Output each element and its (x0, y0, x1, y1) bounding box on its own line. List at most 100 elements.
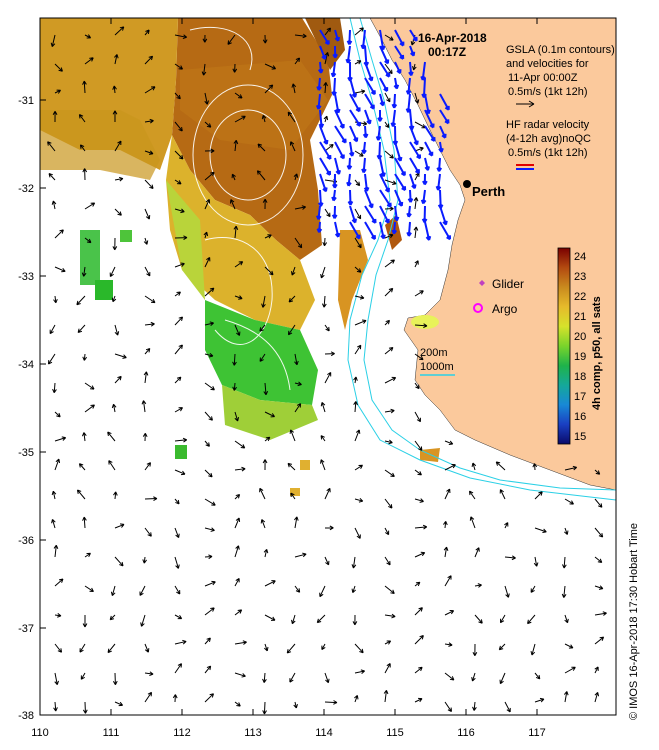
gsla-arrow (352, 614, 358, 626)
gsla-arrow (54, 63, 63, 72)
gsla-arrow (294, 353, 299, 366)
radar-arrow (424, 157, 430, 171)
gsla-arrow (204, 637, 211, 645)
radar-arrow (334, 157, 341, 175)
radar-arrow (331, 205, 338, 219)
gsla-arrow (114, 375, 122, 384)
land-mass (369, 17, 617, 491)
gsla-arrow (50, 34, 56, 47)
gsla-arrow (534, 672, 541, 680)
gsla-arrow (82, 516, 87, 529)
gsla-arrow (174, 121, 183, 132)
colorbar-tick-label: 15 (574, 431, 586, 443)
gsla-arrow (316, 614, 326, 624)
radar-arrow (332, 173, 338, 189)
gsla-arrow (291, 614, 296, 625)
x-axis: 110 111 112 113 114 115 116 117 (31, 18, 546, 739)
gsla-arrow (234, 517, 241, 529)
gsla-arrow (324, 143, 334, 152)
radar-arrow (439, 205, 448, 226)
gsla-arrow (320, 266, 326, 279)
radar-arrow (316, 221, 323, 233)
gsla-arrow (351, 585, 357, 594)
radar-arrow (424, 221, 432, 241)
y-tick-label: -31 (18, 95, 34, 107)
gsla-arrow (290, 266, 296, 276)
gsla-arrow (444, 488, 451, 500)
gsla-arrow (174, 498, 180, 505)
gsla-arrow (143, 237, 149, 245)
radar-arrow (349, 125, 359, 143)
colorbar-tick-label: 18 (574, 371, 586, 383)
gsla-arrow (324, 487, 331, 500)
gsla-arrow (84, 585, 94, 593)
gsla-arrow (174, 150, 184, 160)
radar-arrow (319, 157, 332, 176)
gsla-arrow (564, 465, 578, 471)
gsla-arrow (504, 522, 509, 529)
gsla-arrow (498, 643, 506, 651)
gsla-arrow (354, 237, 362, 249)
radar-arrow (346, 157, 353, 170)
gsla-arrow (143, 371, 149, 384)
gsla-arrow (204, 527, 215, 532)
gsla-arrow (414, 498, 424, 503)
gsla-arrow (84, 552, 91, 558)
gsla-arrow (259, 324, 266, 332)
gsla-arrow (114, 208, 122, 216)
gsla-arrow (233, 225, 239, 239)
gsla-arrow (257, 143, 266, 152)
gsla-arrow (203, 231, 209, 239)
sst-field (40, 18, 440, 496)
gsla-arrow (142, 556, 147, 564)
gsla-arrow (111, 295, 117, 303)
gsla-arrow (174, 235, 188, 241)
gsla-arrow (229, 199, 236, 210)
gsla-arrow (174, 639, 187, 645)
gsla-arrow (354, 498, 364, 503)
radar-arrow (422, 173, 428, 186)
gsla-arrow (114, 353, 127, 359)
gsla-arrow (320, 402, 326, 413)
gsla-arrow (54, 643, 63, 653)
gsla-arrow (288, 295, 296, 303)
radar-arrow (330, 61, 337, 78)
gsla-arrow (499, 614, 506, 624)
gsla-arrow (527, 614, 536, 625)
gsla-arrow (264, 84, 274, 94)
gsla-arrow (264, 643, 269, 652)
radar-arrow (379, 93, 386, 107)
radar-velocity-arrows (315, 29, 452, 241)
gsla-arrow (294, 516, 299, 529)
gsla-arrow (324, 525, 334, 531)
gsla-arrow (54, 229, 64, 239)
gsla-contours (189, 26, 304, 391)
gsla-arrow (384, 469, 395, 478)
gsla-arrow (81, 432, 87, 442)
radar-arrow (364, 61, 374, 82)
radar-arrow (393, 77, 400, 90)
gsla-arrow (204, 665, 212, 674)
radar-legend-line-3: 0.5m/s (1kt 12h) (508, 147, 587, 159)
gsla-arrow (141, 400, 147, 413)
radar-arrow (315, 93, 322, 110)
gsla-arrow (414, 353, 424, 361)
gsla-arrow (232, 63, 238, 73)
gsla-arrow (204, 352, 214, 358)
gsla-arrow (76, 295, 86, 306)
gsla-arrow (232, 382, 237, 391)
gsla-arrow (234, 701, 241, 707)
gsla-arrow (144, 527, 152, 537)
gsla-arrow (564, 614, 569, 624)
gsla-arrow (444, 575, 452, 587)
radar-arrow (439, 93, 450, 111)
gsla-arrow (444, 642, 453, 647)
gsla-arrow (414, 469, 422, 476)
radar-arrow (349, 109, 362, 127)
gsla-arrow (471, 672, 476, 682)
gsla-arrow (54, 458, 61, 471)
gsla-arrow (234, 115, 246, 123)
gsla-arrow (324, 351, 335, 357)
gsla-arrow (174, 291, 181, 297)
colorbar-tick-label: 17 (574, 391, 586, 403)
